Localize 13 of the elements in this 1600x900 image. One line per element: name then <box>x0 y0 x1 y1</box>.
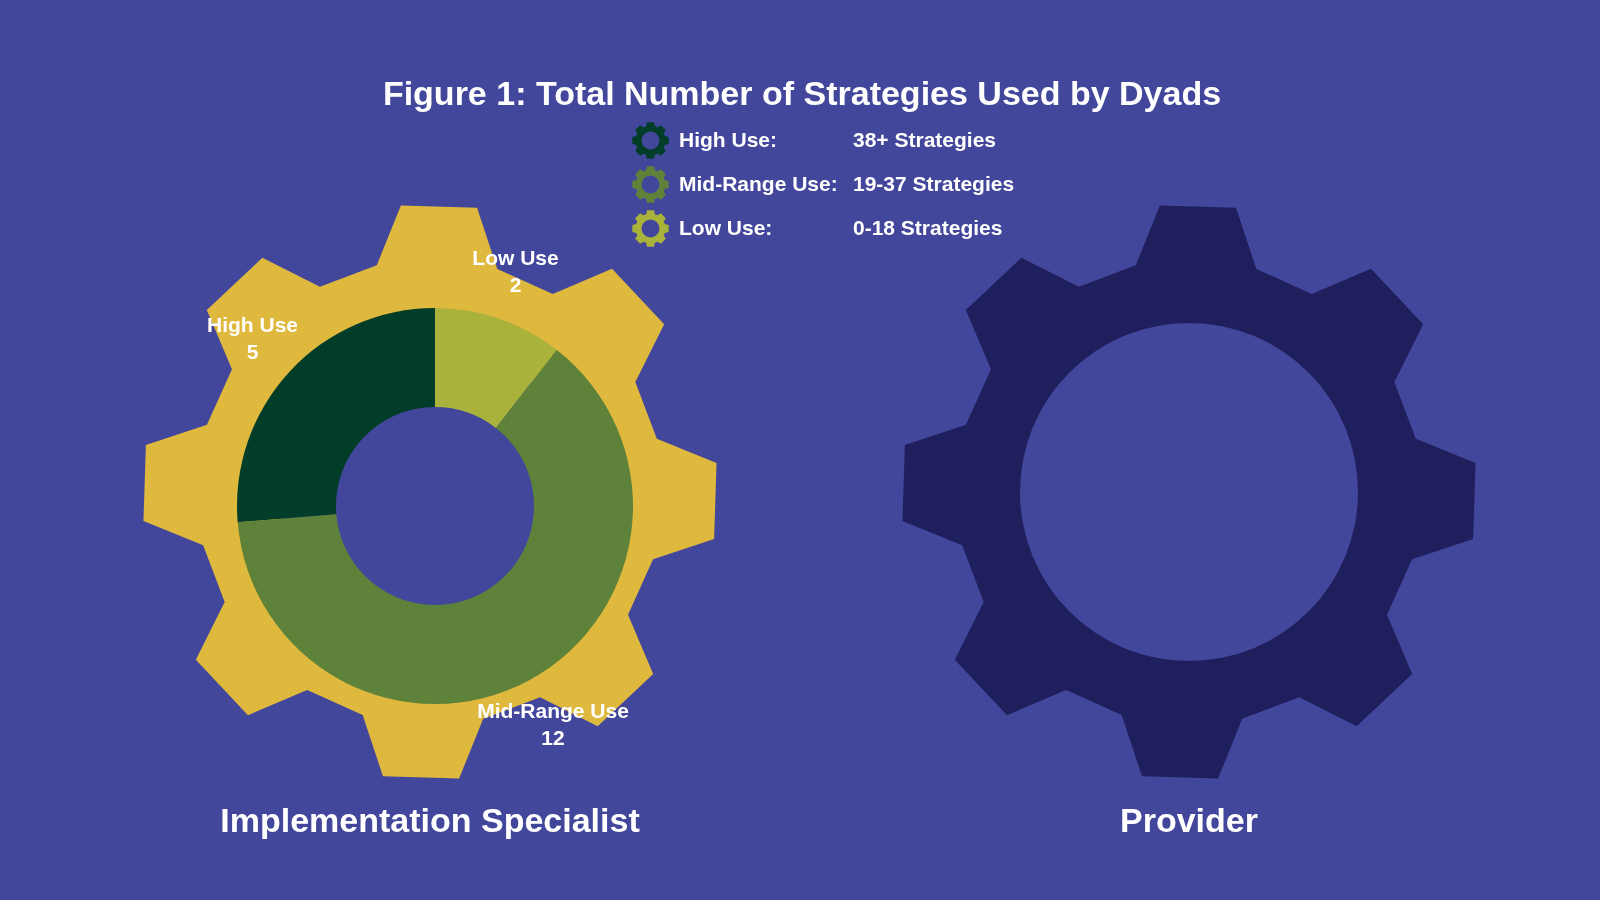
text: Figure 1: Total Number of Strategies Used by Dyads <box>382 72 1222 113</box>
data-label: 2 <box>509 272 522 296</box>
text: High Use: <box>679 128 778 151</box>
donut-slice <box>435 307 557 428</box>
text: 0-18 Strategies <box>853 216 1003 240</box>
text: 19-37 Strategies <box>853 172 1015 196</box>
text: Implementation Specialist <box>220 800 640 840</box>
data-label: 12 <box>541 725 565 749</box>
text: Provider <box>1120 800 1258 840</box>
text: Low Use: <box>679 216 773 239</box>
data-label: 5 <box>246 339 259 363</box>
text: Mid-Range Use: <box>679 172 838 195</box>
text: 38+ Strategies <box>853 128 997 152</box>
